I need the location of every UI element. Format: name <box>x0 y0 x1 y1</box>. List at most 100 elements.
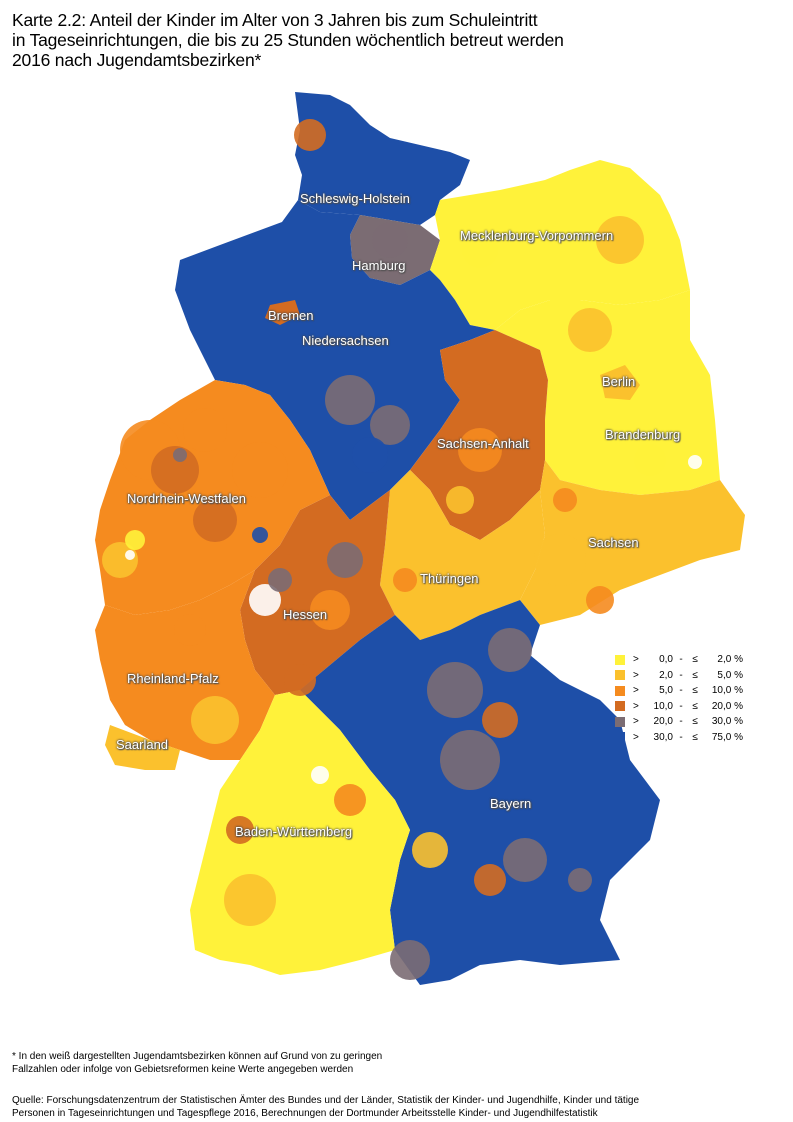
district-patch <box>232 442 288 498</box>
region-th <box>380 470 545 640</box>
district-patch <box>183 408 227 452</box>
district-patch <box>553 488 577 512</box>
district-patch <box>474 864 506 896</box>
legend-upper: 30,0 % <box>711 716 743 728</box>
district-patch <box>191 696 239 744</box>
region-hb <box>265 300 300 325</box>
legend-le: ≤ <box>692 669 698 681</box>
district-patch <box>482 702 518 738</box>
map-title: Karte 2.2: Anteil der Kinder im Alter vo… <box>12 10 782 70</box>
label-mecklenburg-vorpommern: Mecklenburg-Vorpommern <box>460 228 614 243</box>
district-patch <box>173 448 187 462</box>
legend-le: ≤ <box>692 716 698 728</box>
legend-lower: 20,0 <box>653 716 673 728</box>
district-patch <box>390 940 430 980</box>
district-patch <box>352 437 388 473</box>
label-bayern: Bayern <box>490 796 532 811</box>
legend-row: > 5,0 - ≤ 10,0 % <box>615 683 743 699</box>
legend-row: > 0,0 - ≤ 2,0 % <box>615 652 743 668</box>
district-patch <box>596 216 644 264</box>
legend-gt: > <box>633 700 639 712</box>
legend-row: > 2,0 - ≤ 5,0 % <box>615 668 743 684</box>
legend-gt: > <box>633 669 639 681</box>
district-patch <box>412 832 448 868</box>
footnote-line-2: Fallzahlen oder infolge von Gebietsrefor… <box>12 1064 354 1075</box>
district-patch <box>125 530 145 550</box>
district-patch <box>224 874 276 926</box>
label-niedersachsen: Niedersachsen <box>302 333 389 348</box>
district-patch <box>294 119 326 151</box>
district-patch <box>458 428 502 472</box>
district-patch <box>327 542 363 578</box>
district-patch <box>325 375 375 425</box>
legend-le: ≤ <box>692 654 698 666</box>
district-patch <box>446 486 474 514</box>
label-rheinland-pfalz: Rheinland-Pfalz <box>127 671 219 686</box>
source-note: Quelle: Forschungsdatenzentrum der Stati… <box>12 1094 639 1120</box>
district-patch <box>311 766 329 784</box>
legend-le: ≤ <box>692 685 698 697</box>
legend-row: > 30,0 - ≤ 75,0 % <box>615 730 743 746</box>
label-bremen: Bremen <box>268 308 314 323</box>
legend-upper: 10,0 % <box>711 685 743 697</box>
label-hessen: Hessen <box>283 607 328 622</box>
district-patch <box>427 662 483 718</box>
district-patch <box>634 444 666 476</box>
district-patch <box>568 308 612 352</box>
legend-dash: - <box>679 716 683 728</box>
legend-lower: 0,0 <box>659 654 673 666</box>
legend-swatch <box>615 732 625 743</box>
map-legend: > 0,0 - ≤ 2,0 % > 2,0 - ≤ 5,0 % > 5,0 - … <box>615 652 743 745</box>
district-patch <box>252 527 268 543</box>
district-patch <box>174 614 206 646</box>
legend-le: ≤ <box>692 700 698 712</box>
legend-dash: - <box>679 654 683 666</box>
district-patch <box>249 584 281 616</box>
district-patch <box>440 730 500 790</box>
region-ni <box>175 200 495 520</box>
legend-lower: 30,0 <box>653 731 673 743</box>
legend-row: > 20,0 - ≤ 30,0 % <box>615 714 743 730</box>
legend-gt: > <box>633 685 639 697</box>
legend-upper: 75,0 % <box>711 731 743 743</box>
label-baden-wuerttemberg: Baden-Württemberg <box>235 824 353 839</box>
district-patch <box>310 590 350 630</box>
legend-swatch <box>615 701 625 712</box>
district-patch <box>334 784 366 816</box>
legend-upper: 2,0 % <box>717 654 743 666</box>
region-sl <box>105 725 180 770</box>
title-line-3: 2016 nach Jugendamtsbezirken* <box>12 50 262 70</box>
legend-dash: - <box>679 669 683 681</box>
legend-swatch <box>615 685 625 696</box>
legend-dash: - <box>679 700 683 712</box>
region-by <box>300 600 660 985</box>
legend-lower: 2,0 <box>659 669 673 681</box>
legend-dash: - <box>679 685 683 697</box>
legend-upper: 5,0 % <box>717 669 743 681</box>
region-mv <box>430 160 690 330</box>
footnote-line-1: * In den weiß dargestellten Jugendamtsbe… <box>12 1051 383 1062</box>
legend-swatch <box>615 716 625 727</box>
district-patch <box>151 446 199 494</box>
district-patch <box>462 232 498 268</box>
district-patch <box>568 868 592 892</box>
legend-le: ≤ <box>692 731 698 743</box>
footnote: * In den weiß dargestellten Jugendamtsbe… <box>12 1050 382 1076</box>
district-patch <box>688 455 702 469</box>
district-patch <box>226 816 254 844</box>
legend-swatch <box>615 654 625 665</box>
source-line-1: Quelle: Forschungsdatenzentrum der Stati… <box>12 1095 640 1106</box>
region-he <box>240 490 395 695</box>
title-line-2: in Tageseinrichtungen, die bis zu 25 Stu… <box>12 30 564 50</box>
label-schleswig-holstein: Schleswig-Holstein <box>300 191 410 206</box>
label-thueringen: Thüringen <box>420 571 479 586</box>
district-patch <box>370 405 410 445</box>
district-patch <box>534 534 586 586</box>
source-line-2: Personen in Tageseinrichtungen und Tages… <box>12 1108 598 1119</box>
legend-upper: 20,0 % <box>711 700 743 712</box>
label-saarland: Saarland <box>116 737 169 752</box>
district-detail-overlay <box>102 119 702 980</box>
district-patch <box>586 586 614 614</box>
legend-lower: 5,0 <box>659 685 673 697</box>
